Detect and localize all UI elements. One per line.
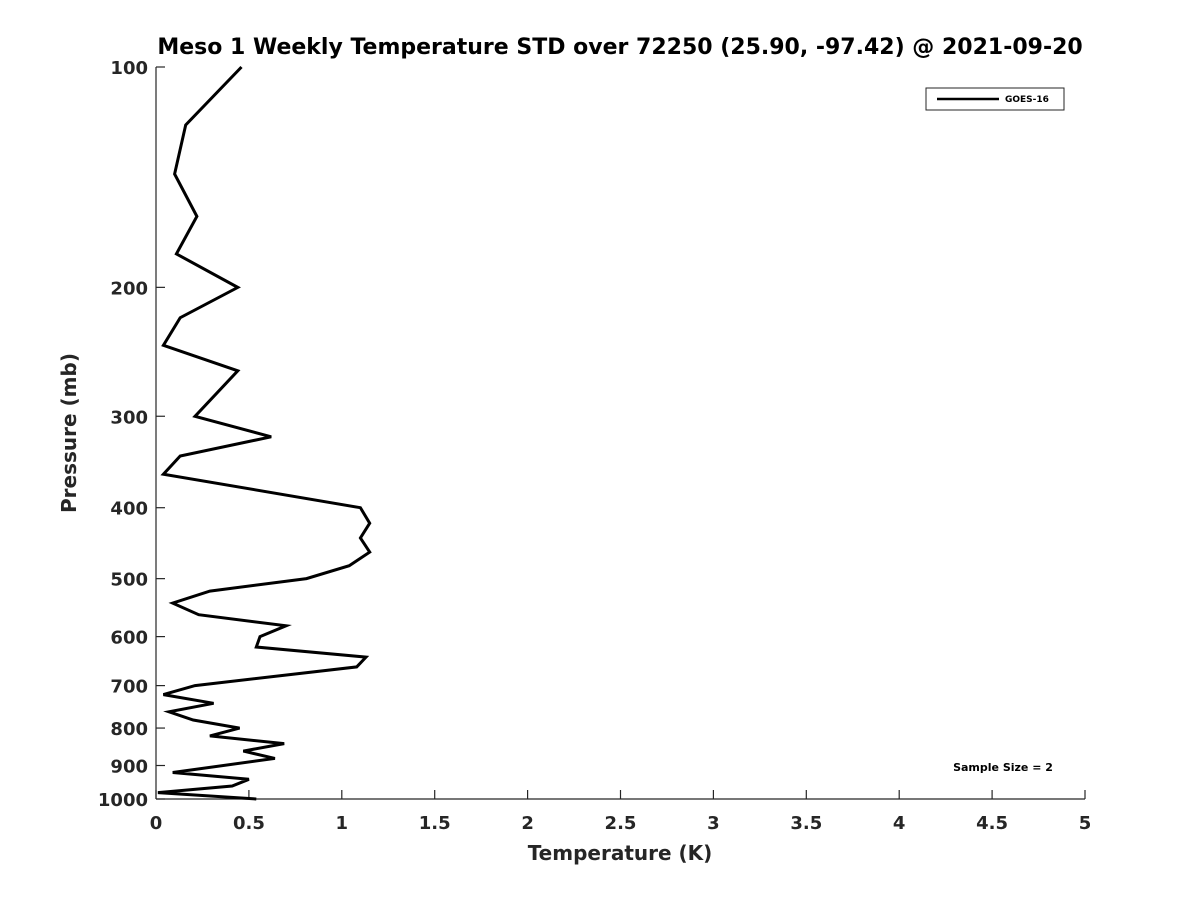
x-tick-label: 4 [893,813,906,834]
legend: GOES-16 [925,87,1065,111]
x-tick-label: 2.5 [605,813,637,834]
y-tick-label: 1000 [98,790,148,811]
x-tick-label: 3 [707,813,720,834]
legend-label: GOES-16 [1005,95,1049,105]
x-tick-label: 3.5 [790,813,822,834]
y-tick-label: 900 [110,757,148,778]
y-tick-label: 200 [110,278,148,299]
y-tick-label: 300 [110,407,148,428]
chart-title: Meso 1 Weekly Temperature STD over 72250… [157,35,1082,60]
x-tick-label: 5 [1079,813,1092,834]
x-tick-label: 2 [521,813,534,834]
y-axis-label: Pressure (mb) [57,353,81,513]
x-axis-label: Temperature (K) [528,841,713,865]
x-tick-label: 0 [150,813,163,834]
x-tick-label: 0.5 [233,813,265,834]
y-tick-label: 400 [110,499,148,520]
y-tick-label: 600 [110,628,148,649]
x-tick-label: 1 [336,813,349,834]
y-tick-label: 500 [110,570,148,591]
y-tick-label: 700 [110,677,148,698]
x-tick-label: 4.5 [976,813,1008,834]
x-tick-label: 1.5 [419,813,451,834]
series-line-goes-16 [157,65,372,801]
y-tick-label: 800 [110,719,148,740]
sample-size-annotation: Sample Size = 2 [953,761,1053,774]
axes [155,67,1085,800]
y-tick-label: 100 [110,58,148,79]
